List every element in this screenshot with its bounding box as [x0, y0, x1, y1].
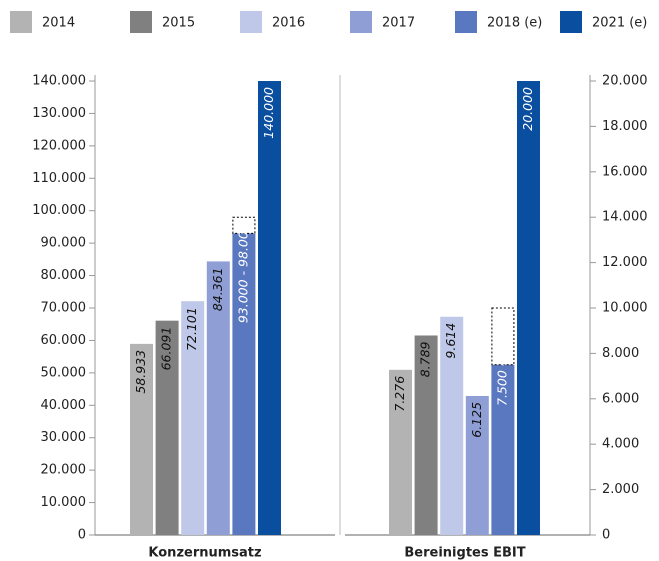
y-tick-label: 30.000	[41, 430, 87, 445]
data-label: 93.000 - 98.000	[235, 223, 250, 323]
bar	[258, 81, 281, 535]
y2-tick-label: 10.000	[602, 301, 648, 316]
bar	[181, 301, 205, 535]
data-label: 140.000	[261, 87, 276, 139]
y2-tick-label: 8.000	[602, 346, 639, 361]
range-box	[491, 307, 515, 366]
category-label: Konzernumsatz	[148, 546, 261, 561]
data-label: 58.933	[133, 350, 148, 394]
y2-tick-label: 14.000	[602, 210, 648, 225]
legend-swatch	[10, 11, 32, 33]
data-label: 9.614	[443, 323, 458, 359]
data-label: 66.091	[159, 327, 174, 371]
y2-tick-label: 4.000	[602, 437, 639, 452]
bar	[517, 81, 540, 535]
y-tick-label: 0	[78, 528, 86, 543]
data-label: 72.101	[184, 307, 199, 351]
y2-tick-label: 20.000	[602, 74, 648, 89]
bar	[155, 320, 179, 535]
y-tick-label: 110.000	[32, 171, 86, 186]
y-tick-label: 120.000	[32, 138, 86, 153]
data-label: 84.361	[210, 267, 225, 311]
bar	[465, 395, 489, 535]
y2-tick-label: 2.000	[602, 482, 639, 497]
legend-swatch	[240, 11, 262, 33]
bar	[414, 335, 438, 535]
legend-label: 2015	[162, 16, 195, 31]
y-tick-label: 80.000	[41, 268, 87, 283]
y-tick-label: 40.000	[41, 398, 87, 413]
y-tick-label: 100.000	[32, 203, 86, 218]
y-tick-label: 130.000	[32, 106, 86, 121]
data-label: 7.276	[392, 376, 407, 412]
data-label: 8.789	[418, 341, 433, 377]
bar	[491, 364, 515, 535]
legend-swatch	[130, 11, 152, 33]
legend-label: 2014	[42, 16, 75, 31]
bar	[440, 316, 464, 535]
y2-tick-label: 12.000	[602, 255, 648, 270]
legend-label: 2018 (e)	[487, 16, 542, 31]
y2-tick-label: 6.000	[602, 391, 639, 406]
y-tick-label: 70.000	[41, 301, 87, 316]
category-label: Bereinigtes EBIT	[404, 546, 525, 561]
range-box	[232, 216, 256, 234]
y-tick-label: 20.000	[41, 463, 87, 478]
y2-tick-label: 16.000	[602, 164, 648, 179]
y-tick-label: 90.000	[41, 236, 87, 251]
legend-label: 2016	[272, 16, 305, 31]
bar	[206, 261, 230, 535]
bar	[130, 343, 153, 535]
y2-tick-label: 0	[602, 528, 610, 543]
legend-label: 2017	[382, 16, 415, 31]
data-label: 7.500 - 10.000	[494, 314, 509, 406]
bar	[389, 369, 412, 535]
data-label: 20.000	[520, 87, 535, 131]
y-tick-label: 50.000	[41, 365, 87, 380]
y-tick-label: 60.000	[41, 333, 87, 348]
legend-label: 2021 (e)	[592, 16, 647, 31]
legend-swatch	[455, 11, 477, 33]
legend-swatch	[560, 11, 582, 33]
bar	[232, 233, 256, 535]
y-tick-label: 140.000	[32, 74, 86, 89]
data-label: 6.125	[469, 402, 484, 438]
y2-tick-label: 18.000	[602, 119, 648, 134]
y-tick-label: 10.000	[41, 495, 87, 510]
legend-swatch	[350, 11, 372, 33]
